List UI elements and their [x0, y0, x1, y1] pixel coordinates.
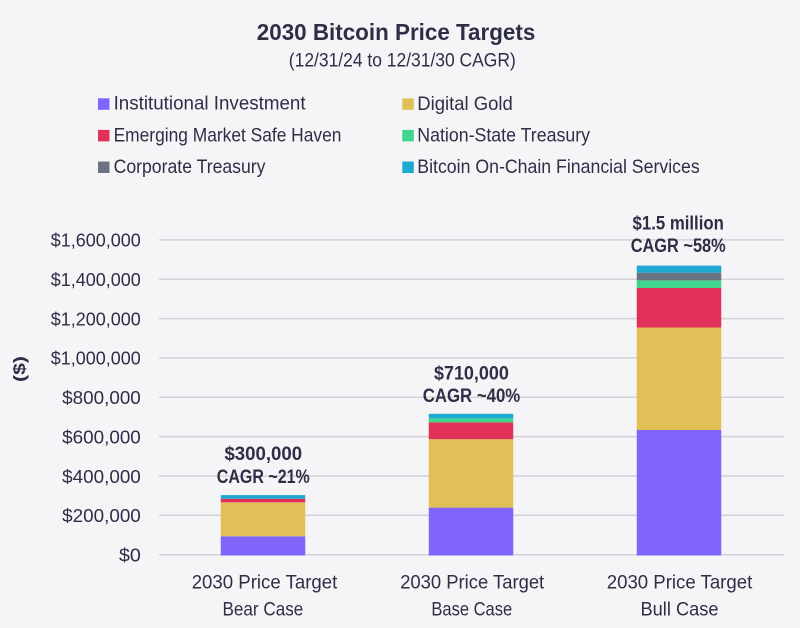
svg-text:(12/31/24 to 12/31/30 CAGR): (12/31/24 to 12/31/30 CAGR) [289, 50, 516, 71]
svg-text:CAGR ~21%: CAGR ~21% [217, 467, 310, 488]
svg-text:Institutional Investment: Institutional Investment [114, 93, 307, 115]
svg-text:2030 Price Target: 2030 Price Target [400, 571, 545, 593]
svg-text:Bitcoin On-Chain Financial Ser: Bitcoin On-Chain Financial Services [417, 156, 700, 178]
svg-text:$400,000: $400,000 [62, 466, 141, 487]
svg-text:CAGR ~40%: CAGR ~40% [423, 386, 521, 407]
svg-text:Corporate Treasury: Corporate Treasury [114, 156, 266, 178]
svg-text:Digital Gold: Digital Gold [417, 93, 513, 115]
svg-text:$1.5 million: $1.5 million [633, 213, 724, 234]
svg-text:$300,000: $300,000 [224, 444, 302, 465]
svg-text:$600,000: $600,000 [62, 426, 141, 447]
svg-text:Base Case: Base Case [431, 599, 512, 621]
svg-text:$1,600,000: $1,600,000 [51, 230, 141, 251]
svg-text:$710,000: $710,000 [434, 364, 509, 385]
svg-text:Bear Case: Bear Case [223, 599, 304, 621]
svg-text:2030 Bitcoin Price Targets: 2030 Bitcoin Price Targets [257, 19, 536, 45]
svg-text:$800,000: $800,000 [62, 387, 141, 408]
svg-text:$200,000: $200,000 [62, 505, 141, 526]
svg-text:Emerging Market Safe Haven: Emerging Market Safe Haven [114, 124, 342, 146]
svg-text:$1,200,000: $1,200,000 [51, 308, 141, 329]
svg-text:$0: $0 [119, 545, 141, 566]
svg-text:Nation-State Treasury: Nation-State Treasury [417, 125, 590, 147]
svg-text:2030 Price Target: 2030 Price Target [607, 571, 753, 593]
svg-text:($): ($) [10, 356, 29, 382]
svg-text:CAGR ~58%: CAGR ~58% [631, 236, 726, 257]
svg-text:$1,400,000: $1,400,000 [51, 269, 141, 290]
svg-text:Bull Case: Bull Case [641, 599, 719, 621]
svg-text:$1,000,000: $1,000,000 [51, 348, 141, 369]
svg-text:2030 Price Target: 2030 Price Target [192, 571, 338, 593]
